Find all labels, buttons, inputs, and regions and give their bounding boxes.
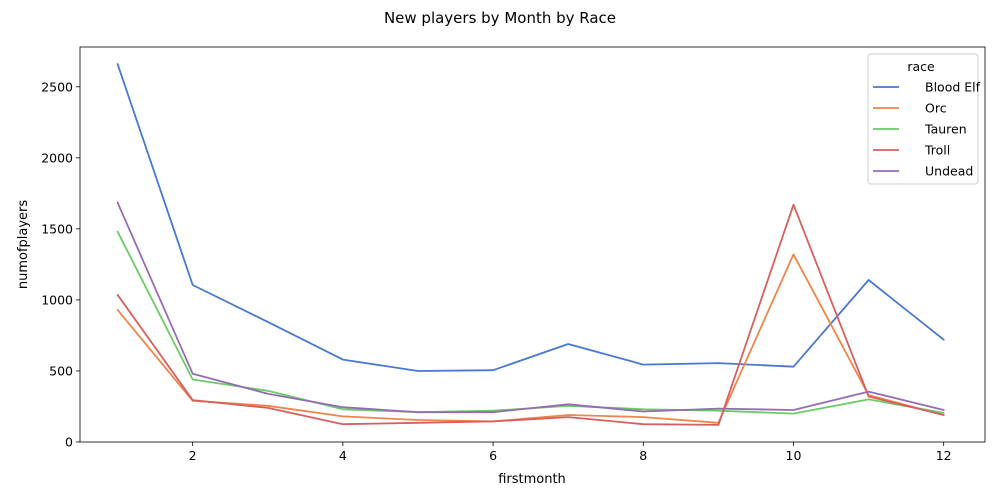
x-tick-label: 2 <box>189 448 197 463</box>
legend-label-troll: Troll <box>924 143 950 158</box>
y-tick-label: 1000 <box>41 292 73 307</box>
y-tick-label: 2500 <box>41 79 73 94</box>
y-tick-label: 2000 <box>41 150 73 165</box>
x-tick-label: 6 <box>489 448 497 463</box>
y-axis-title: numofplayers <box>16 200 31 290</box>
legend-label-tauren: Tauren <box>924 122 967 137</box>
legend-label-orc: Orc <box>925 101 947 116</box>
legend-label-blood-elf: Blood Elf <box>925 80 981 95</box>
series-line-blood-elf <box>116 63 945 372</box>
chart-title: New players by Month by Race <box>384 9 616 27</box>
x-tick-label: 10 <box>786 448 802 463</box>
x-tick-label: 4 <box>339 448 347 463</box>
y-tick-label: 500 <box>49 363 73 378</box>
y-axis: 0 500 1000 1500 2000 2500 <box>41 79 80 450</box>
y-tick-label: 0 <box>65 435 73 450</box>
plot-frame <box>79 46 986 443</box>
y-tick-label: 1500 <box>41 221 73 236</box>
x-axis: 2 4 6 8 10 12 <box>189 442 952 463</box>
plot-area <box>116 63 945 426</box>
x-axis-title: firstmonth <box>498 472 566 487</box>
series-line-undead <box>116 201 945 414</box>
series-line-orc <box>116 253 945 424</box>
x-tick-label: 8 <box>639 448 647 463</box>
series-line-troll <box>116 203 945 426</box>
x-tick-label: 12 <box>936 448 952 463</box>
legend: race Blood Elf Orc Tauren Troll Undead <box>867 53 981 185</box>
legend-title: race <box>907 59 935 74</box>
legend-label-undead: Undead <box>925 164 973 179</box>
